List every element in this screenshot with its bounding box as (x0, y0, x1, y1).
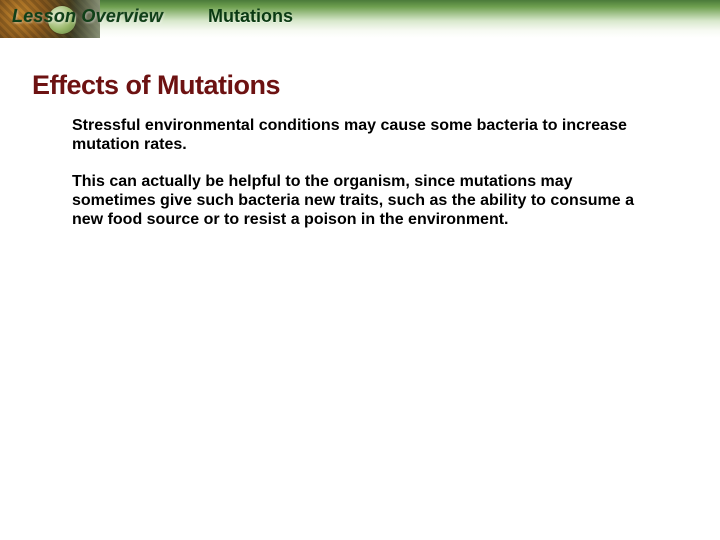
header-band: Lesson Overview Mutations (0, 0, 720, 38)
header-lesson-label: Lesson Overview (12, 6, 163, 27)
body-paragraph-1: Stressful environmental conditions may c… (72, 116, 660, 154)
body-paragraph-2: This can actually be helpful to the orga… (72, 172, 660, 229)
body-text: Stressful environmental conditions may c… (72, 116, 660, 247)
slide: Lesson Overview Mutations Effects of Mut… (0, 0, 720, 540)
section-title: Effects of Mutations (32, 70, 280, 101)
header-topic-label: Mutations (208, 6, 293, 27)
